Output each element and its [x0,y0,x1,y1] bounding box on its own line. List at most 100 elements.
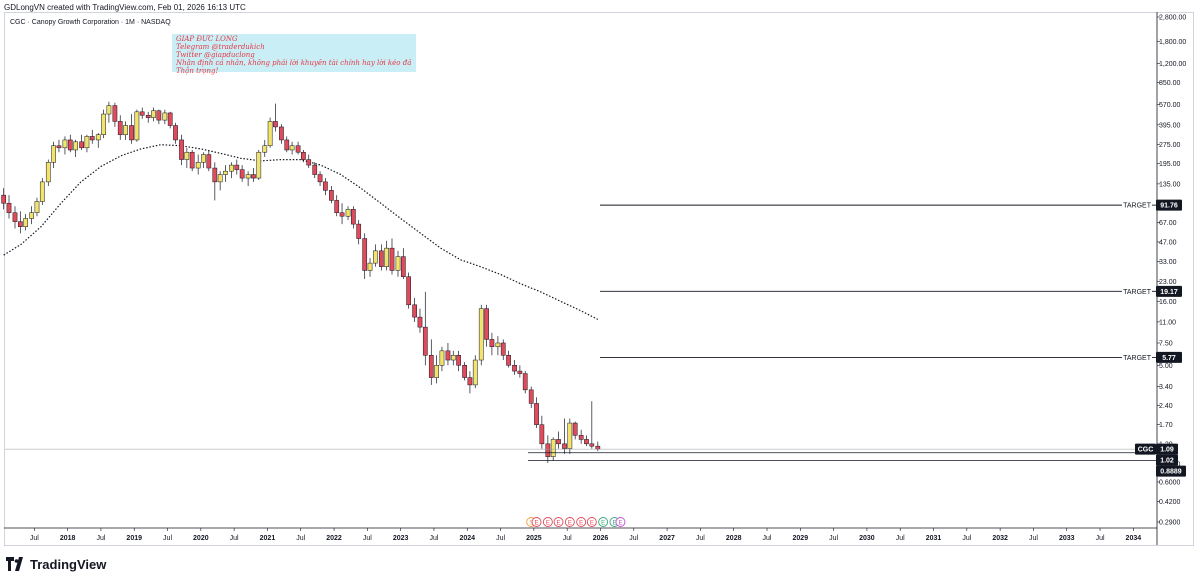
y-tick-label: 0.2900 [1159,520,1181,527]
x-axis: Jul 2018 Jul 2019 Jul 2020 Jul 2021 Jul 2022 Jul 20… [4,527,1157,542]
y-tick-label: 850.00 [1159,80,1181,87]
header-caption: GDLongVN created with TradingView.com, F… [4,3,246,12]
candle-body [339,212,345,217]
earnings-marker-letter: E [546,520,550,526]
candle-up [434,355,439,384]
target-price-tag: 5.77 [1162,355,1176,362]
candles [1,101,601,463]
candle-body [378,250,384,267]
candle-down [522,371,528,394]
chart-frame [4,12,1194,546]
earnings-marker-circle [553,517,564,527]
earnings-marker-letter: E [579,520,583,526]
target-label: TARGET [1123,203,1152,210]
candle-up [106,101,112,123]
x-tick-label: 2024 [459,535,475,542]
target-label: TARGET [1123,355,1152,362]
candle-up [34,197,40,217]
earnings-marker-circle [531,517,542,527]
y-tick-label: 0.4200 [1159,499,1181,506]
candle-down [362,233,368,279]
y-tick-label: 16.00 [1159,299,1177,306]
target-price-tag-bg [1156,351,1182,363]
earnings-marker-letter: E [535,520,539,526]
candle-up [223,165,228,182]
candle-down [323,178,328,196]
symbol-tag-bg [1135,443,1156,455]
candle-down [156,109,162,125]
earnings-marker: E [615,517,626,527]
footer: TradingView [6,555,106,573]
earnings-marker-circle [586,517,597,527]
x-tick-label: Jul [1096,535,1105,542]
candle-body [495,342,501,348]
note-line-name: GIÁP ĐỨC LONG [176,35,238,43]
x-tick-label: 2022 [326,535,342,542]
level-price-tag-bg [1156,443,1178,455]
x-tick-label: 2023 [393,535,409,542]
candle-up [345,206,351,221]
level-price-tag: 0.8889 [1160,469,1182,476]
candle-body [345,209,351,217]
author-note[interactable]: GIÁP ĐỨC LONG Telegram @traderdukich Twi… [172,34,416,75]
y-tick-label: 47.00 [1159,239,1177,246]
candle-body [1,194,7,204]
candle-down [189,149,195,172]
candle-body [323,181,328,191]
candle-down [528,386,534,409]
earnings-marker-circle [542,517,553,527]
x-tick-label: Jul [163,535,172,542]
candle-down [339,203,345,225]
y-tick-label: 2.40 [1159,403,1173,410]
candle-down [562,418,567,454]
candle-down [139,107,145,119]
candle-body [89,136,95,141]
level-price-tag: 1.09 [1160,447,1174,454]
candle-down [306,154,312,169]
candle-down [234,159,240,175]
candle-body [400,256,406,277]
y-tick-label: 1,800.00 [1159,39,1186,46]
candle-down [67,134,73,153]
candle-body [162,112,168,121]
candle-down [428,339,434,385]
earnings-marker-letter: E [618,520,622,526]
candle-down [12,206,18,229]
symbol-info[interactable]: CGC · Canopy Growth Corporation · 1M · N… [10,19,171,26]
symbol-tag: CGC [1138,447,1154,454]
y-tick-label: 135.00 [1159,181,1181,188]
x-tick-label: 2033 [1059,535,1075,542]
candle-body [567,422,573,449]
candle-up [201,152,206,169]
candle-body [372,250,378,264]
x-tick-label: Jul [696,535,705,542]
price-tags: 91.76 19.17 5.77 CGC 1.09 1.02 0.8889 [1135,199,1186,477]
candle-body [434,365,439,378]
candle-body [12,212,18,222]
x-tick-label: 2027 [659,535,675,542]
target-price-tag: 19.17 [1160,289,1178,296]
candle-down [462,362,467,381]
candle-down [467,371,473,394]
candle-down [334,195,340,217]
candle-body [389,247,395,271]
earnings-marker-circle [598,517,609,527]
candle-body [229,164,234,172]
level-price-tag-bg [1156,454,1178,466]
earnings-marker-circle [576,517,587,527]
tradingview-brand[interactable]: TradingView [30,556,107,572]
x-tick-label: 2025 [526,535,542,542]
candle-up [184,147,190,169]
candle-body [67,139,73,151]
candle-body [484,308,489,340]
candle-body [317,174,323,183]
y-tick-label: 33.00 [1159,259,1177,266]
x-tick-label: 2032 [992,535,1008,542]
candle-down [484,304,489,347]
candle-up [262,139,268,158]
candle-down [273,103,278,132]
y-tick-label: 275.00 [1159,142,1181,149]
candle-down [456,350,461,372]
earnings-marker-letter: E [612,520,616,526]
